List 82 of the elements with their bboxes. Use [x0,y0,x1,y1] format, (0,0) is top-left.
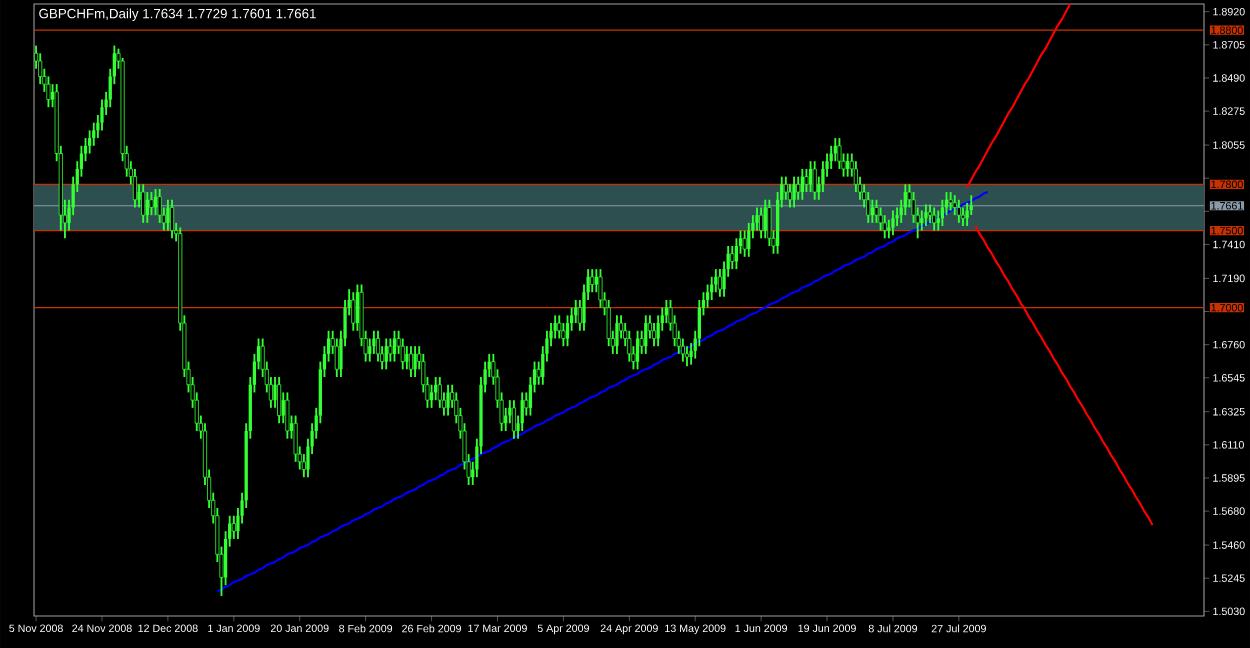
candlestick [680,337,685,363]
candlestick [400,337,405,371]
candlestick [166,198,170,232]
candlestick [557,314,562,340]
candlestick [231,514,236,540]
candlestick [520,391,524,432]
candlestick [812,160,817,201]
line-series [974,224,1154,527]
candlestick [606,299,611,348]
candlestick [590,268,595,294]
candlestick [965,201,969,227]
candlestick [132,167,137,209]
candlestick [169,198,175,240]
candlestick [952,194,957,217]
candlestick [882,214,887,240]
candlestick [408,345,414,378]
candlestick [413,345,417,378]
candlestick [887,218,891,240]
candlestick [100,98,104,132]
candlestick [940,198,945,227]
candlestick [705,283,710,309]
candlestick [932,206,937,232]
candlestick [833,137,837,163]
candlestick [927,203,933,224]
candlestick [372,329,376,355]
candlestick [561,322,566,348]
candlestick [334,337,339,378]
candlestick [615,314,619,355]
candlestick [277,376,282,425]
candlestick [656,314,660,348]
candlestick [787,183,793,209]
candlestick [635,329,640,371]
candlestick [717,268,722,298]
candlestick [511,399,517,440]
candlestick [870,198,874,224]
candlestick [759,206,764,240]
candlestick [874,198,879,224]
candlestick [651,322,657,348]
candlestick [368,337,372,363]
candlestick [763,198,767,240]
candlestick [891,209,895,237]
candlestick [853,160,858,193]
candlestick [388,337,393,363]
candlestick [141,183,146,224]
candlestick [627,329,632,363]
candlestick [714,268,718,294]
candlestick [553,314,557,340]
candlestick [845,152,850,178]
candlestick [956,198,961,224]
candlestick [92,121,96,147]
candlestick [437,376,442,409]
candlestick [924,203,928,227]
candlestick [948,191,953,212]
candlestick [598,268,603,309]
candlestick [351,291,356,332]
candlestick [742,229,747,258]
candlestick [684,345,690,368]
candlestick [644,314,648,355]
candlestick [429,383,434,409]
candlestick [149,191,154,217]
candlestick [767,198,772,247]
candlestick [796,175,801,201]
candlestick [446,383,450,417]
candlestick [895,206,899,227]
candlestick [920,209,924,232]
candlestick [878,206,883,232]
candlestick [804,167,809,193]
candlestick [392,329,397,363]
candlestick [730,245,735,271]
candlestick [375,329,381,363]
candlestick [405,345,409,371]
candlestick [837,137,842,170]
candlestick [755,206,759,232]
candlestick [157,188,162,224]
candlestick [792,175,796,209]
candlestick [783,175,788,201]
candlestick [960,206,966,227]
candlestick [384,337,388,371]
candlestick [866,191,871,224]
candlestick [821,160,825,193]
candlestick [38,52,43,86]
candlestick [87,129,92,155]
